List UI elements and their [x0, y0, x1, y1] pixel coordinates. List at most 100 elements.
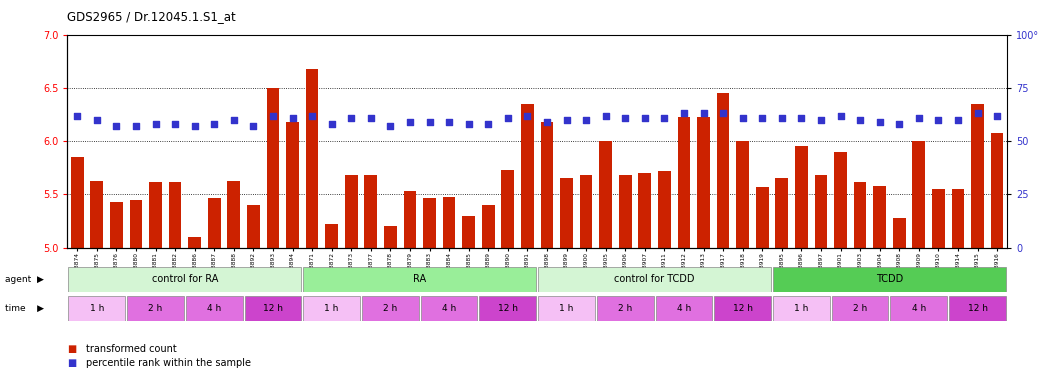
Bar	[69, 267, 301, 292]
Bar	[714, 296, 771, 321]
Point	[343, 114, 359, 121]
Bar	[893, 218, 905, 248]
Point	[852, 117, 869, 123]
Point	[871, 119, 887, 125]
Text: ■: ■	[67, 358, 77, 368]
Point	[539, 119, 555, 125]
Bar	[952, 189, 964, 248]
Text: 1 h: 1 h	[89, 304, 104, 313]
Bar	[773, 267, 1006, 292]
Bar	[891, 296, 947, 321]
Text: 12 h: 12 h	[733, 304, 753, 313]
Point	[461, 121, 477, 127]
Point	[617, 114, 633, 121]
Point	[147, 121, 164, 127]
Point	[382, 123, 399, 129]
Point	[187, 123, 203, 129]
Point	[558, 117, 575, 123]
Bar	[404, 191, 416, 248]
Bar	[110, 202, 122, 248]
Bar	[912, 141, 925, 248]
Point	[519, 113, 536, 119]
Point	[773, 114, 790, 121]
Point	[695, 110, 712, 116]
Point	[284, 114, 301, 121]
Point	[69, 113, 85, 119]
Point	[597, 113, 613, 119]
Point	[754, 114, 770, 121]
Bar	[815, 175, 827, 248]
Bar	[775, 179, 788, 248]
Bar	[638, 173, 651, 248]
Text: 4 h: 4 h	[677, 304, 691, 313]
Point	[734, 114, 750, 121]
Bar	[420, 296, 477, 321]
Point	[989, 113, 1006, 119]
Bar	[384, 227, 397, 248]
Text: time    ▶: time ▶	[5, 304, 45, 313]
Bar	[990, 132, 1004, 248]
Bar	[345, 175, 358, 248]
Bar	[306, 69, 319, 248]
Bar	[773, 296, 829, 321]
Bar	[932, 189, 945, 248]
Bar	[443, 197, 456, 248]
Point	[324, 121, 340, 127]
Bar	[227, 180, 240, 248]
Point	[578, 117, 595, 123]
Bar	[658, 171, 671, 248]
Text: 2 h: 2 h	[853, 304, 867, 313]
Point	[108, 123, 125, 129]
Text: 2 h: 2 h	[383, 304, 398, 313]
Bar	[538, 267, 771, 292]
Bar	[873, 186, 886, 248]
Point	[128, 123, 144, 129]
Bar	[69, 296, 126, 321]
Point	[793, 114, 810, 121]
Bar	[169, 182, 182, 248]
Bar	[972, 104, 984, 248]
Bar	[286, 122, 299, 248]
Bar	[853, 182, 867, 248]
Point	[832, 113, 849, 119]
Bar	[678, 117, 690, 248]
Bar	[462, 216, 475, 248]
Bar	[698, 117, 710, 248]
Bar	[795, 146, 808, 248]
Point	[304, 113, 321, 119]
Text: ■: ■	[67, 344, 77, 354]
Bar	[541, 122, 553, 248]
Point	[813, 117, 829, 123]
Point	[930, 117, 947, 123]
Bar	[362, 296, 418, 321]
Bar	[656, 296, 712, 321]
Bar	[561, 179, 573, 248]
Point	[499, 114, 516, 121]
Text: 2 h: 2 h	[148, 304, 163, 313]
Text: 4 h: 4 h	[208, 304, 221, 313]
Point	[969, 110, 986, 116]
Text: 12 h: 12 h	[967, 304, 987, 313]
Point	[88, 117, 105, 123]
Point	[265, 113, 281, 119]
Point	[421, 119, 438, 125]
Bar	[538, 296, 595, 321]
Text: 2 h: 2 h	[618, 304, 632, 313]
Bar	[303, 296, 360, 321]
Text: control for TCDD: control for TCDD	[614, 274, 694, 285]
Bar	[325, 224, 338, 248]
Bar	[597, 296, 654, 321]
Bar	[188, 237, 201, 248]
Bar	[501, 170, 514, 248]
Text: percentile rank within the sample: percentile rank within the sample	[86, 358, 251, 368]
Point	[656, 114, 673, 121]
Bar	[424, 198, 436, 248]
Bar	[149, 182, 162, 248]
Text: 12 h: 12 h	[263, 304, 283, 313]
Bar	[521, 104, 534, 248]
Bar	[90, 180, 103, 248]
Point	[362, 114, 379, 121]
Text: 1 h: 1 h	[794, 304, 809, 313]
Bar	[71, 157, 84, 248]
Point	[245, 123, 262, 129]
